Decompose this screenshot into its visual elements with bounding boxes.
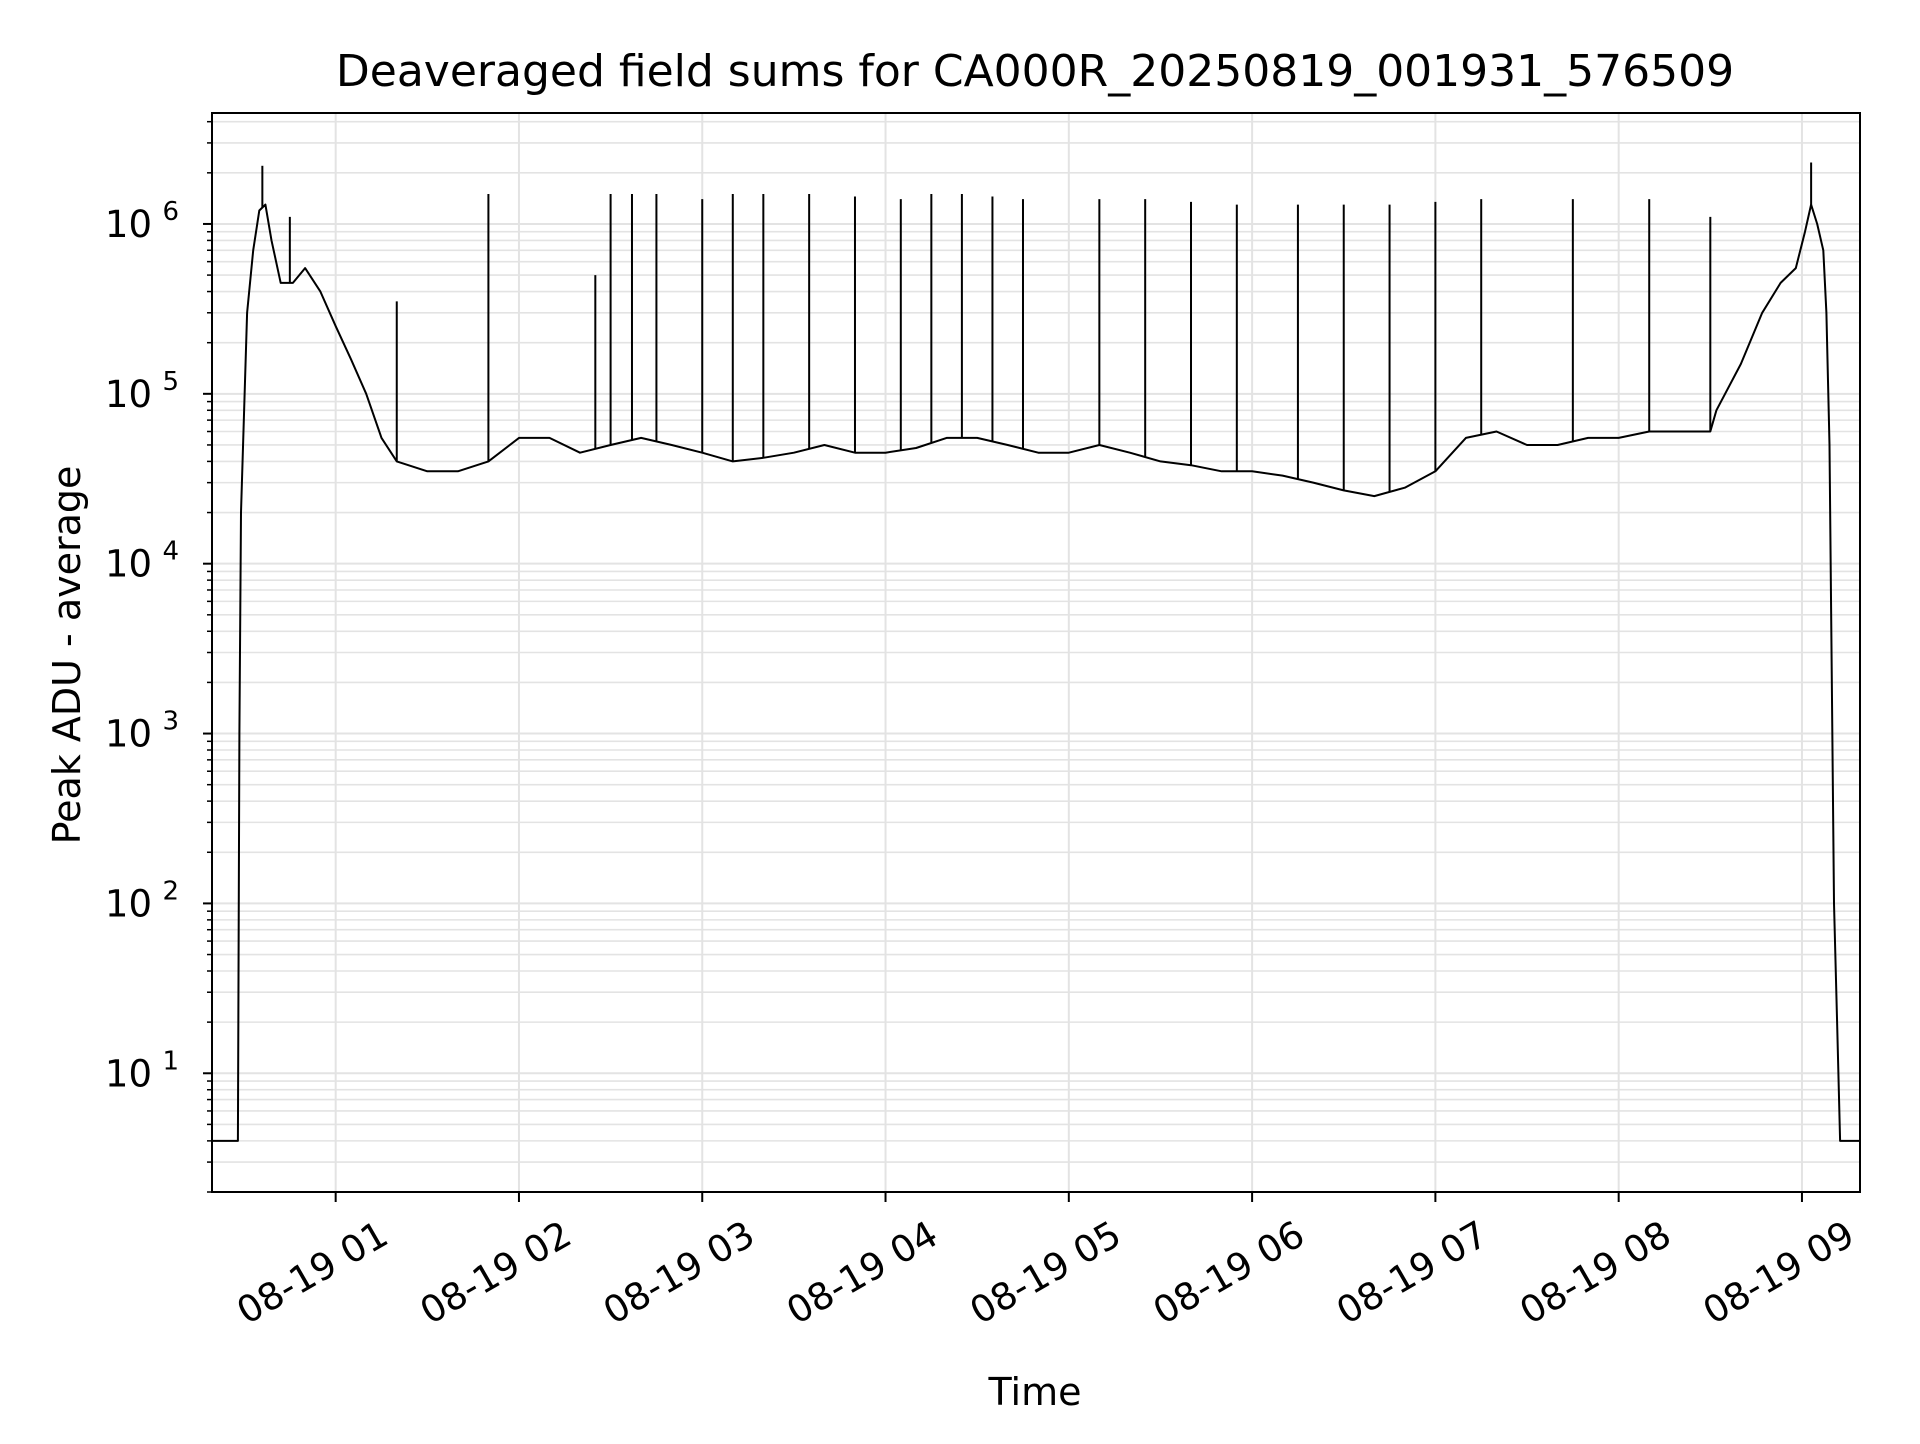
y-tick-exponent: 6 xyxy=(162,197,179,227)
y-tick-base: 10 xyxy=(105,882,152,925)
y-tick-exponent: 4 xyxy=(162,537,179,567)
y-tick-label: 10 6 xyxy=(105,197,179,246)
grid xyxy=(212,113,1860,1193)
y-tick-base: 10 xyxy=(105,713,152,756)
chart-title: Deaveraged field sums for CA000R_2025081… xyxy=(336,46,1734,97)
series-line xyxy=(212,203,1860,1142)
plot-data xyxy=(212,162,1860,1142)
y-tick-label: 10 1 xyxy=(105,1046,179,1095)
y-tick-label: 10 2 xyxy=(105,876,179,925)
y-tick-exponent: 1 xyxy=(162,1046,179,1076)
y-tick-exponent: 3 xyxy=(162,707,179,737)
y-tick-label: 10 5 xyxy=(105,367,179,416)
x-axis-label: Time xyxy=(988,1370,1082,1414)
y-tick-base: 10 xyxy=(105,1052,152,1095)
y-tick-exponent: 2 xyxy=(162,876,179,906)
y-tick-exponent: 5 xyxy=(162,367,179,397)
y-tick-base: 10 xyxy=(105,203,152,246)
y-tick-label: 10 4 xyxy=(105,537,179,586)
y-tick-label: 10 3 xyxy=(105,707,179,756)
y-axis-label: Peak ADU - average xyxy=(45,466,89,845)
y-tick-base: 10 xyxy=(105,373,152,416)
y-tick-base: 10 xyxy=(105,543,152,586)
